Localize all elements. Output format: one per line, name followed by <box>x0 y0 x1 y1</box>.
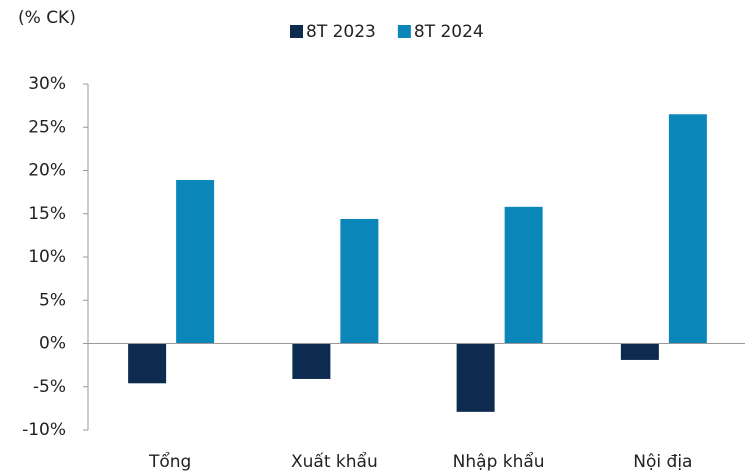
y-tick-label: -10% <box>22 420 66 440</box>
legend-label: 8T 2024 <box>414 22 484 42</box>
unit-label: (% CK) <box>18 8 76 28</box>
y-tick-label: 25% <box>28 117 66 137</box>
y-tick-label: 10% <box>28 247 66 267</box>
bar <box>504 206 543 344</box>
legend-label: 8T 2023 <box>306 22 376 42</box>
y-tick-label: 0% <box>39 334 66 354</box>
x-tick-label: Nội địa <box>633 452 692 472</box>
bar <box>128 343 167 384</box>
y-tick-label: -5% <box>33 377 66 397</box>
bar <box>668 114 707 344</box>
bar <box>620 343 659 360</box>
legend-swatch <box>290 25 303 38</box>
x-tick-label: Tổng <box>148 451 191 472</box>
bar <box>340 218 379 344</box>
y-tick-label: 5% <box>39 290 66 310</box>
legend-swatch <box>397 25 411 38</box>
bar <box>176 180 215 344</box>
y-tick-label: 15% <box>28 204 66 224</box>
x-tick-label: Nhập khẩu <box>453 451 545 472</box>
y-tick-label: 30% <box>28 74 66 94</box>
x-tick-label: Xuất khẩu <box>291 451 378 472</box>
bar <box>292 343 331 379</box>
y-tick-label: 20% <box>28 161 66 181</box>
bar <box>456 343 495 412</box>
